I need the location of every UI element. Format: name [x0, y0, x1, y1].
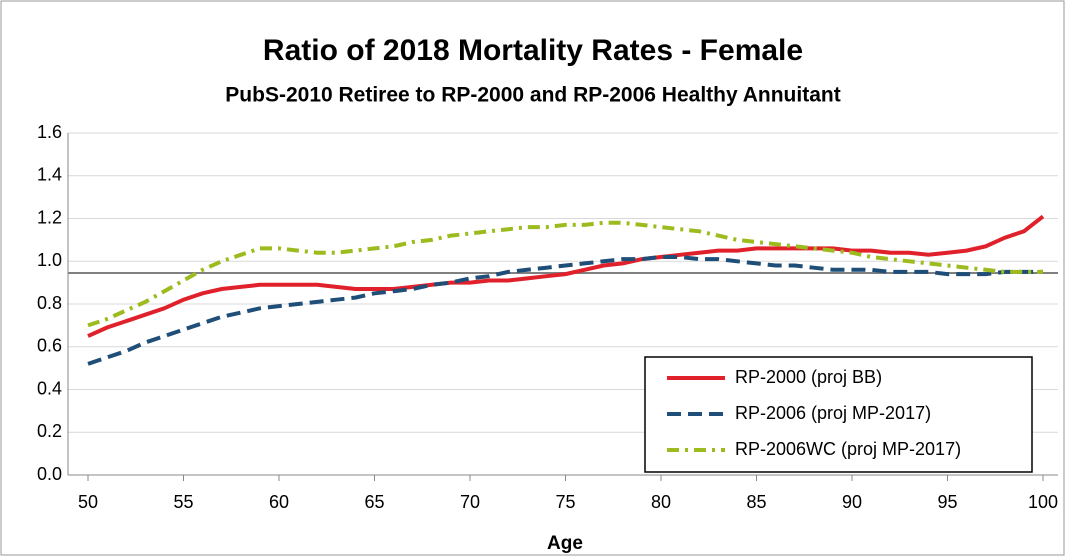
y-tick-label: 1.4 [37, 165, 62, 185]
y-tick-label: 0.2 [37, 421, 62, 441]
y-tick-label: 1.2 [37, 207, 62, 227]
chart-subtitle: PubS-2010 Retiree to RP-2000 and RP-2006… [225, 84, 840, 107]
y-tick-label: 0.8 [37, 293, 62, 313]
series-line [87, 220, 1043, 328]
legend-label: RP-2006WC (proj MP-2017) [735, 439, 961, 459]
y-tick-label: 1.0 [37, 250, 62, 270]
x-tick-label: 85 [746, 492, 766, 512]
x-tick-label: 50 [78, 492, 98, 512]
x-tick-label: 90 [842, 492, 862, 512]
x-tick-label: 75 [555, 492, 575, 512]
x-tick-label: 100 [1028, 492, 1058, 512]
series-line [87, 214, 1045, 338]
y-tick-label: 0.6 [37, 336, 62, 356]
y-tick-label: 0.0 [37, 464, 62, 484]
chart-title: Ratio of 2018 Mortality Rates - Female [263, 34, 803, 67]
x-tick-label: 80 [651, 492, 671, 512]
legend-label: RP-2000 (proj BB) [735, 367, 882, 387]
y-tick-label: 1.6 [37, 122, 62, 142]
y-tick-label: 0.4 [37, 378, 62, 398]
x-tick-label: 55 [173, 492, 193, 512]
legend-label: RP-2006 (proj MP-2017) [735, 403, 931, 423]
x-tick-label: 95 [937, 492, 957, 512]
x-tick-label: 60 [269, 492, 289, 512]
x-tick-label: 65 [364, 492, 384, 512]
x-tick-label: 70 [460, 492, 480, 512]
x-axis-label: Age [547, 533, 583, 554]
series-line [87, 255, 1043, 366]
